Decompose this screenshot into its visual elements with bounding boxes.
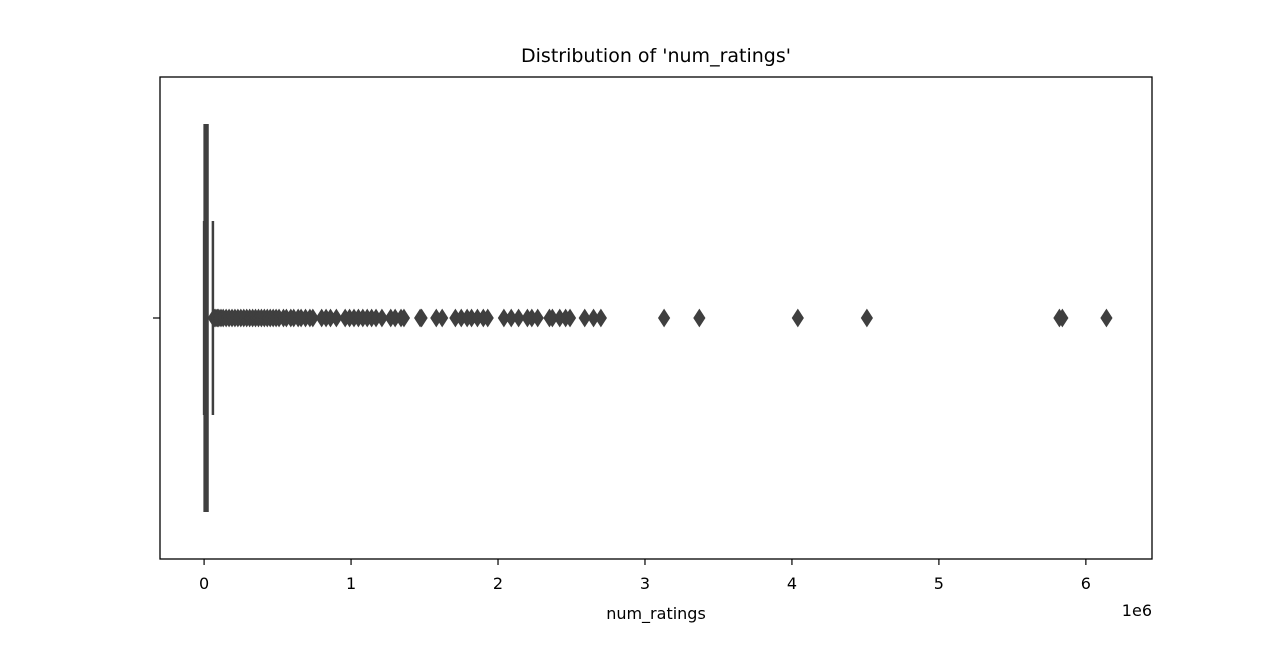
- x-axis-offset-label: 1e6: [1122, 601, 1152, 620]
- outlier-point: [693, 308, 706, 328]
- chart-title: Distribution of 'num_ratings': [521, 45, 791, 67]
- x-axis: 0 1 2 3 4 5 6: [199, 559, 1091, 593]
- outlier-point: [512, 308, 525, 328]
- x-tick-label: 1: [346, 574, 356, 593]
- x-tick-label: 4: [787, 574, 797, 593]
- outlier-point: [860, 308, 873, 328]
- x-tick-label: 3: [640, 574, 650, 593]
- outlier-point: [531, 308, 544, 328]
- outlier-point: [481, 308, 494, 328]
- x-axis-label: num_ratings: [606, 604, 706, 624]
- outlier-point: [306, 308, 319, 328]
- outlier-point: [657, 308, 671, 328]
- outlier-point: [436, 308, 449, 328]
- outlier-point: [563, 308, 577, 328]
- x-tick-label: 5: [934, 574, 944, 593]
- x-tick-label: 0: [199, 574, 209, 593]
- outlier-point: [594, 308, 607, 328]
- outlier-point: [1056, 308, 1069, 328]
- outlier-point: [578, 308, 591, 328]
- outlier-point: [415, 308, 428, 328]
- outlier-point: [1100, 308, 1113, 328]
- x-tick-label: 2: [493, 574, 503, 593]
- outlier-point: [330, 308, 343, 328]
- x-tick-label: 6: [1081, 574, 1091, 593]
- outlier-point: [375, 308, 389, 328]
- outlier-point: [791, 308, 804, 328]
- outlier-point: [397, 308, 411, 328]
